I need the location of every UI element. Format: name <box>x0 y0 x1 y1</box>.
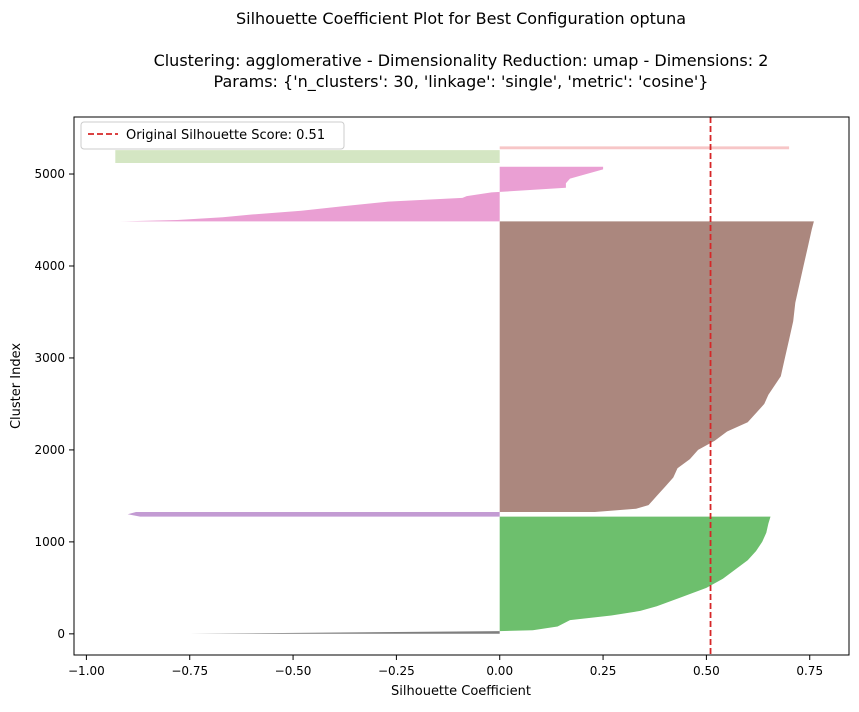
x-tick-label: 0.25 <box>590 664 617 678</box>
chart-title: Silhouette Coefficient Plot for Best Con… <box>154 9 769 92</box>
x-tick-label: −0.50 <box>275 664 312 678</box>
plot-frame <box>73 116 850 656</box>
y-axis-label: Cluster Index <box>9 343 24 429</box>
y-tick-label: 0 <box>57 627 65 641</box>
legend: Original Silhouette Score: 0.51 <box>80 121 345 150</box>
y-tick-label: 2000 <box>34 443 65 457</box>
x-tick-label: −0.75 <box>171 664 208 678</box>
x-axis-ticks: −1.00 −0.75 −0.50 −0.25 0.00 0.25 0.50 0.75 <box>68 655 823 678</box>
title-line-4: Params: {'n_clusters': 30, 'linkage': 's… <box>214 72 709 92</box>
x-tick-label: −1.00 <box>68 664 105 678</box>
legend-label: Original Silhouette Score: 0.51 <box>126 128 325 143</box>
x-tick-label: 0.00 <box>486 664 513 678</box>
x-tick-label: 0.75 <box>796 664 823 678</box>
y-tick-label: 5000 <box>34 167 65 181</box>
title-line-1: Silhouette Coefficient Plot for Best Con… <box>236 9 686 28</box>
x-axis-label: Silhouette Coefficient <box>391 684 531 699</box>
title-line-3: Clustering: agglomerative - Dimensionali… <box>154 51 769 70</box>
y-tick-label: 1000 <box>34 535 65 549</box>
y-tick-label: 4000 <box>34 259 65 273</box>
x-tick-label: 0.50 <box>693 664 720 678</box>
silhouette-cluster-4 <box>119 166 604 222</box>
x-tick-label: −0.25 <box>378 664 415 678</box>
silhouette-cluster-0 <box>189 631 500 634</box>
silhouette-series <box>115 146 814 634</box>
silhouette-cluster-5 <box>115 150 500 163</box>
legend-box <box>80 121 345 150</box>
silhouette-cluster-1 <box>499 516 771 632</box>
y-tick-label: 3000 <box>34 351 65 365</box>
silhouette-cluster-3 <box>499 221 814 512</box>
silhouette-cluster-6 <box>499 146 790 150</box>
silhouette-cluster-2 <box>127 512 500 517</box>
y-axis-ticks: 0 1000 2000 3000 4000 5000 <box>34 167 74 641</box>
